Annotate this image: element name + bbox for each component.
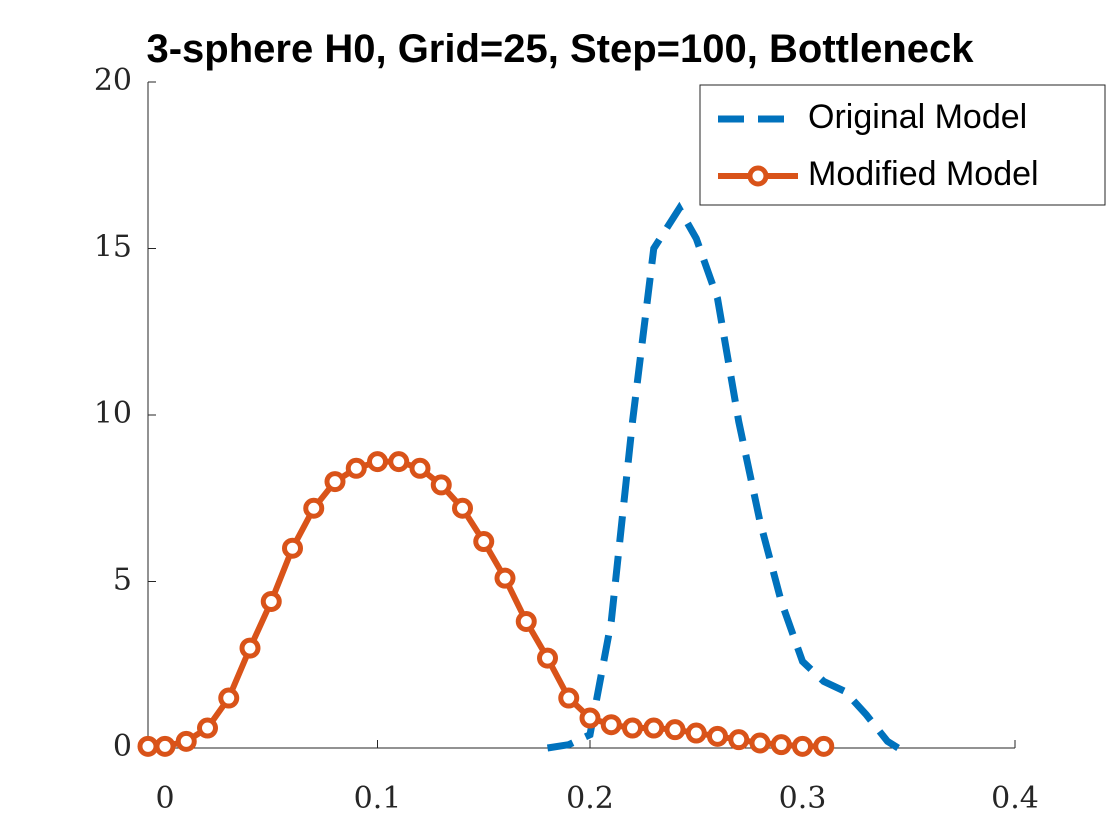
data-point <box>303 497 325 519</box>
legend-box <box>699 84 1106 206</box>
legend-label: Original Model <box>808 98 1027 136</box>
data-point <box>473 531 495 553</box>
data-point <box>137 735 159 757</box>
data-point <box>175 730 197 752</box>
data-point <box>558 687 580 709</box>
series-line <box>546 201 900 752</box>
x-tick-label: 0.1 <box>354 781 402 816</box>
data-point <box>324 471 346 493</box>
x-tick-label: 0.4 <box>991 781 1039 816</box>
y-tick-label: 15 <box>94 230 132 265</box>
data-point <box>197 717 218 739</box>
data-point <box>770 734 792 756</box>
data-point <box>452 497 473 519</box>
y-tick-label: 0 <box>113 729 132 764</box>
data-point <box>239 637 261 659</box>
data-point <box>154 735 176 757</box>
data-point <box>579 707 601 729</box>
data-point <box>345 457 367 479</box>
data-point <box>282 537 303 559</box>
chart-title: 3-sphere H0, Grid=25, Step=100, Bottlene… <box>146 27 974 71</box>
data-point <box>600 714 622 736</box>
data-point <box>749 732 771 754</box>
data-point <box>388 451 410 473</box>
data-point <box>537 647 558 669</box>
y-tick-label: 20 <box>94 63 132 98</box>
data-point <box>430 474 452 496</box>
data-point <box>367 451 388 473</box>
x-tick-label: 0 <box>155 781 174 816</box>
legend-marker <box>747 165 769 187</box>
data-point <box>260 590 282 612</box>
data-point <box>494 567 516 589</box>
data-point <box>813 735 835 757</box>
data-point <box>409 457 431 479</box>
data-point <box>707 725 728 747</box>
y-tick-label: 5 <box>113 563 132 598</box>
x-tick-label: 0.3 <box>779 781 827 816</box>
data-point <box>685 722 707 744</box>
series-line <box>148 458 824 750</box>
y-tick-label: 10 <box>94 396 132 431</box>
data-point <box>643 717 665 739</box>
data-point <box>728 729 750 751</box>
legend-label: Modified Model <box>808 155 1039 193</box>
data-point <box>218 687 240 709</box>
data-point <box>622 717 643 739</box>
data-point <box>515 610 537 632</box>
data-point <box>664 719 686 741</box>
x-tick-label: 0.2 <box>566 781 614 816</box>
data-point <box>792 735 813 757</box>
